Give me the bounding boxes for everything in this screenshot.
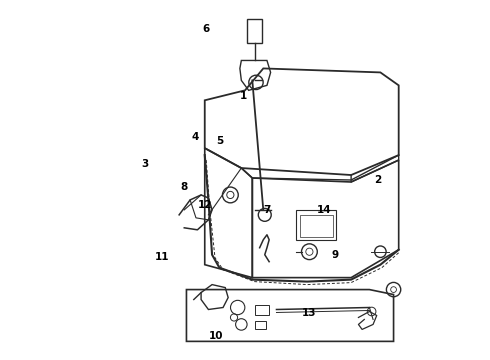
Text: 14: 14 [317,206,331,216]
Text: 7: 7 [263,206,270,216]
Text: 1: 1 [240,91,247,101]
Text: 2: 2 [374,175,381,185]
Text: 9: 9 [331,250,338,260]
Text: 8: 8 [180,182,188,192]
Text: 5: 5 [216,136,223,145]
Text: 6: 6 [202,24,209,35]
Text: 11: 11 [155,252,170,262]
Text: 12: 12 [198,200,213,210]
Text: 10: 10 [209,331,223,341]
Text: 4: 4 [191,132,198,142]
Text: 3: 3 [141,159,148,169]
Text: 13: 13 [302,308,317,318]
